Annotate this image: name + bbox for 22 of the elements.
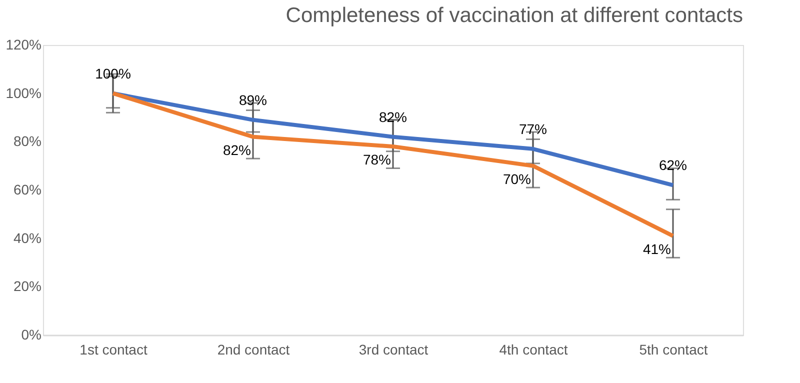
data-label: 70% xyxy=(502,170,532,187)
y-tick-label: 80% xyxy=(13,133,42,150)
data-label: 41% xyxy=(642,240,672,257)
y-tick-label: 100% xyxy=(6,84,42,101)
y-tick-label: 60% xyxy=(13,182,42,198)
y-tick-label: 0% xyxy=(21,326,42,342)
x-tick-label: 5th contact xyxy=(639,342,708,358)
y-tick-label: 120% xyxy=(6,36,42,52)
data-label: 82% xyxy=(222,142,252,158)
y-tick-label: 20% xyxy=(13,278,42,294)
data-label: 82% xyxy=(378,108,408,125)
x-tick-label: 4th contact xyxy=(499,342,568,358)
y-tick-label: 40% xyxy=(13,230,42,246)
x-tick-label: 3rd contact xyxy=(358,342,428,358)
data-label: 78% xyxy=(362,152,392,168)
chart-title: Completeness of vaccination at different contacts xyxy=(286,4,743,27)
data-label: 89% xyxy=(238,92,268,108)
data-label: 100% xyxy=(95,65,131,82)
data-label: 62% xyxy=(658,157,688,174)
x-tick-label: 2nd contact xyxy=(217,342,290,358)
data-label: 77% xyxy=(518,120,548,137)
x-tick-label: 1st contact xyxy=(80,342,148,358)
